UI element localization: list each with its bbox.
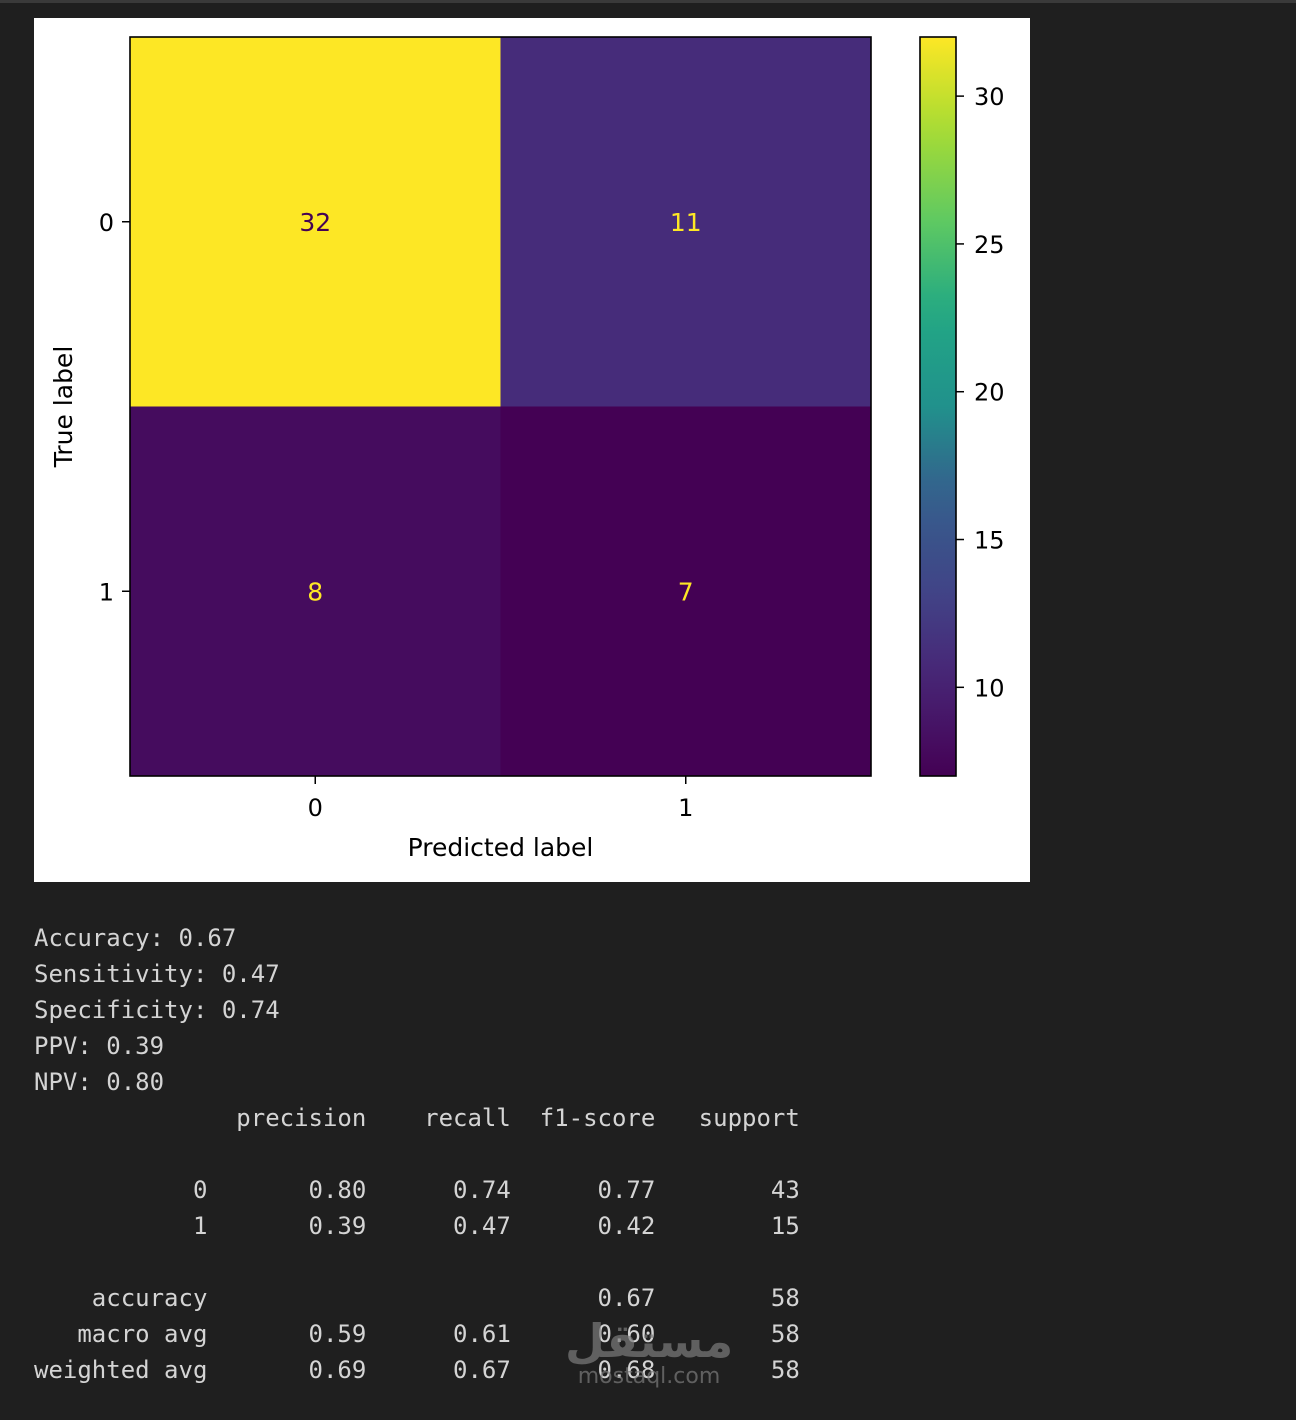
axes-frame — [129, 36, 872, 777]
report-header: precision recall f1-score support — [34, 1104, 800, 1132]
cell-value-label: 11 — [670, 208, 702, 237]
colorbar-tick-label: 30 — [974, 83, 1005, 111]
cell-output: Accuracy: 0.67 Sensitivity: 0.47 Specifici… — [34, 920, 800, 1388]
colorbar-tick-label: 20 — [974, 379, 1005, 407]
heatmap-cell — [130, 406, 501, 776]
specificity-line: Specificity: 0.74 — [34, 996, 280, 1024]
cell-value-label: 32 — [299, 208, 331, 237]
colorbar-tick-label: 15 — [974, 527, 1005, 555]
y-tick-label: 1 — [99, 578, 114, 606]
report-row-accuracy: accuracy 0.67 58 — [34, 1284, 800, 1312]
y-axis-label: True label — [49, 346, 78, 469]
colorbar-tick-label: 10 — [974, 674, 1005, 702]
heatmap-cell — [130, 37, 501, 407]
x-axis-label: Predicted label — [408, 833, 594, 862]
ppv-line: PPV: 0.39 — [34, 1032, 165, 1060]
report-row-class-1: 1 0.39 0.47 0.42 15 — [34, 1212, 800, 1240]
cell-value-label: 7 — [678, 577, 694, 606]
colorbar-tick-label: 25 — [974, 231, 1005, 259]
report-row-class-0: 0 0.80 0.74 0.77 43 — [34, 1176, 800, 1204]
top-divider — [0, 0, 1296, 3]
heatmap-cells: 32 11 8 7 — [130, 37, 871, 776]
npv-line: NPV: 0.80 — [34, 1068, 165, 1096]
accuracy-line: Accuracy: 0.67 — [34, 924, 237, 952]
x-tick-label: 0 — [308, 794, 323, 822]
colorbar — [919, 36, 957, 777]
heatmap-cell — [500, 406, 871, 776]
report-blank-line — [34, 1244, 800, 1280]
confusion-matrix-figure: 32 11 8 7 0 1 0 1 Predicted label True label 30 25 2… — [34, 18, 1030, 882]
y-tick-label: 0 — [99, 209, 114, 237]
sensitivity-line: Sensitivity: 0.47 — [34, 960, 280, 988]
heatmap-cell — [500, 37, 871, 407]
x-tick-label: 1 — [678, 794, 693, 822]
report-row-weighted-avg: weighted avg 0.69 0.67 0.68 58 — [34, 1356, 800, 1384]
report-blank-line — [34, 1136, 800, 1172]
report-row-macro-avg: macro avg 0.59 0.61 0.60 58 — [34, 1320, 800, 1348]
cell-value-label: 8 — [307, 577, 323, 606]
